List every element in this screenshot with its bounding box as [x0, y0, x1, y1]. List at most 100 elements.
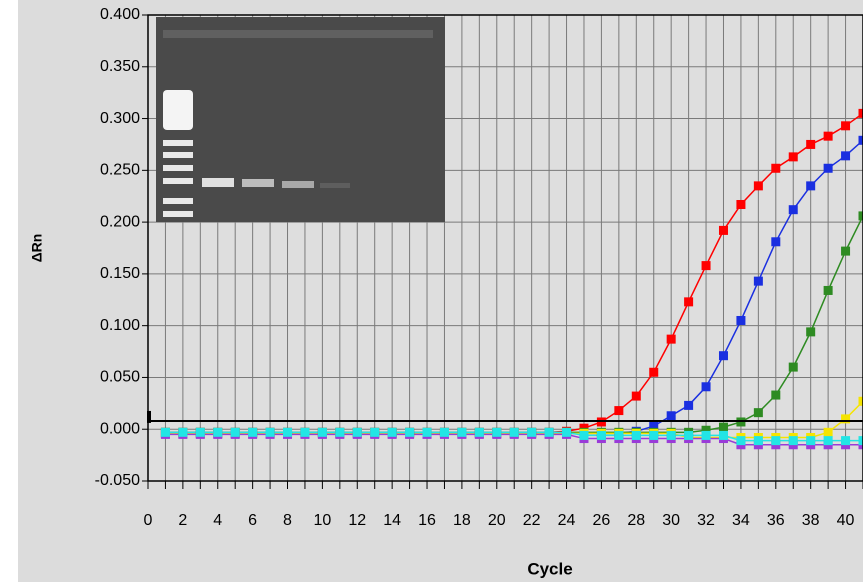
x-tick-label: 24	[558, 512, 576, 529]
x-tick-label: 8	[283, 512, 292, 529]
point	[823, 131, 833, 141]
y-tick-label: 0.350	[100, 58, 140, 75]
x-tick-label: 28	[627, 512, 645, 529]
lines	[160, 108, 863, 450]
gel-wells	[163, 30, 433, 38]
x-tick-label: 36	[767, 512, 785, 529]
gel-band	[163, 178, 193, 184]
point	[684, 297, 694, 307]
point	[195, 427, 205, 437]
left-strip	[0, 0, 18, 582]
point	[160, 427, 170, 437]
x-tick-label: 38	[802, 512, 820, 529]
y-tick-label: 0.250	[100, 162, 140, 179]
point	[649, 421, 659, 431]
x-tick-label: 0	[144, 512, 153, 529]
gel-image	[156, 17, 445, 222]
point	[666, 411, 676, 421]
point	[701, 430, 711, 440]
x-tick-label: 6	[248, 512, 257, 529]
point	[684, 430, 694, 440]
point	[439, 427, 449, 437]
point	[631, 430, 641, 440]
point	[248, 427, 258, 437]
gel-band	[282, 181, 314, 188]
point	[771, 163, 781, 173]
gel-inset	[156, 17, 445, 222]
point	[753, 436, 763, 446]
point	[213, 427, 223, 437]
x-tick-label: 40	[837, 512, 855, 529]
point	[335, 427, 345, 437]
point	[596, 430, 606, 440]
point	[736, 315, 746, 325]
x-tick-label: 2	[178, 512, 187, 529]
point	[823, 163, 833, 173]
x-tick-label: 16	[418, 512, 436, 529]
gel-band	[320, 183, 350, 188]
point	[806, 181, 816, 191]
point	[509, 427, 519, 437]
x-tick-label: 4	[213, 512, 222, 529]
point	[649, 430, 659, 440]
point	[823, 427, 833, 437]
gel-band	[202, 178, 234, 187]
point	[387, 427, 397, 437]
point	[841, 414, 851, 424]
gel-band	[163, 90, 193, 130]
gel-band	[242, 179, 274, 187]
x-tick-label: 34	[732, 512, 750, 529]
point	[718, 225, 728, 235]
point	[858, 436, 863, 446]
plot-border	[147, 14, 863, 482]
point	[265, 427, 275, 437]
point	[283, 427, 293, 437]
point	[579, 430, 589, 440]
point	[474, 427, 484, 437]
point	[492, 427, 502, 437]
point	[684, 400, 694, 410]
point	[352, 427, 362, 437]
point	[370, 427, 380, 437]
gel-band	[163, 198, 193, 204]
point	[736, 436, 746, 446]
y-tick-label: 0.400	[100, 6, 140, 23]
point	[771, 390, 781, 400]
point	[771, 436, 781, 446]
point	[666, 430, 676, 440]
y-tick-label: 0.300	[100, 110, 140, 127]
point	[422, 427, 432, 437]
point	[841, 246, 851, 256]
x-tick-label: 22	[523, 512, 541, 529]
point	[701, 261, 711, 271]
y-tick-label: 0.150	[100, 265, 140, 282]
point	[858, 396, 863, 406]
point	[736, 200, 746, 210]
x-tick-label: 14	[383, 512, 401, 529]
gel-band	[163, 140, 193, 146]
x-tick-label: 10	[313, 512, 331, 529]
gel-band	[163, 152, 193, 158]
point	[788, 436, 798, 446]
point	[614, 406, 624, 416]
point	[718, 422, 728, 432]
point	[178, 427, 188, 437]
gel-band	[163, 211, 193, 217]
point	[841, 436, 851, 446]
point	[701, 382, 711, 392]
point	[614, 430, 624, 440]
point	[596, 417, 606, 427]
y-tick-label: -0.050	[95, 472, 140, 489]
x-tick-label: 30	[662, 512, 680, 529]
point	[806, 327, 816, 337]
point	[230, 427, 240, 437]
point	[858, 108, 863, 118]
point	[806, 139, 816, 149]
point	[858, 135, 863, 145]
point	[753, 276, 763, 286]
threshold-handle	[147, 410, 151, 423]
x-tick-label: 26	[593, 512, 611, 529]
y-tick-label: 0.000	[100, 420, 140, 437]
x-tick-label: 32	[697, 512, 715, 529]
